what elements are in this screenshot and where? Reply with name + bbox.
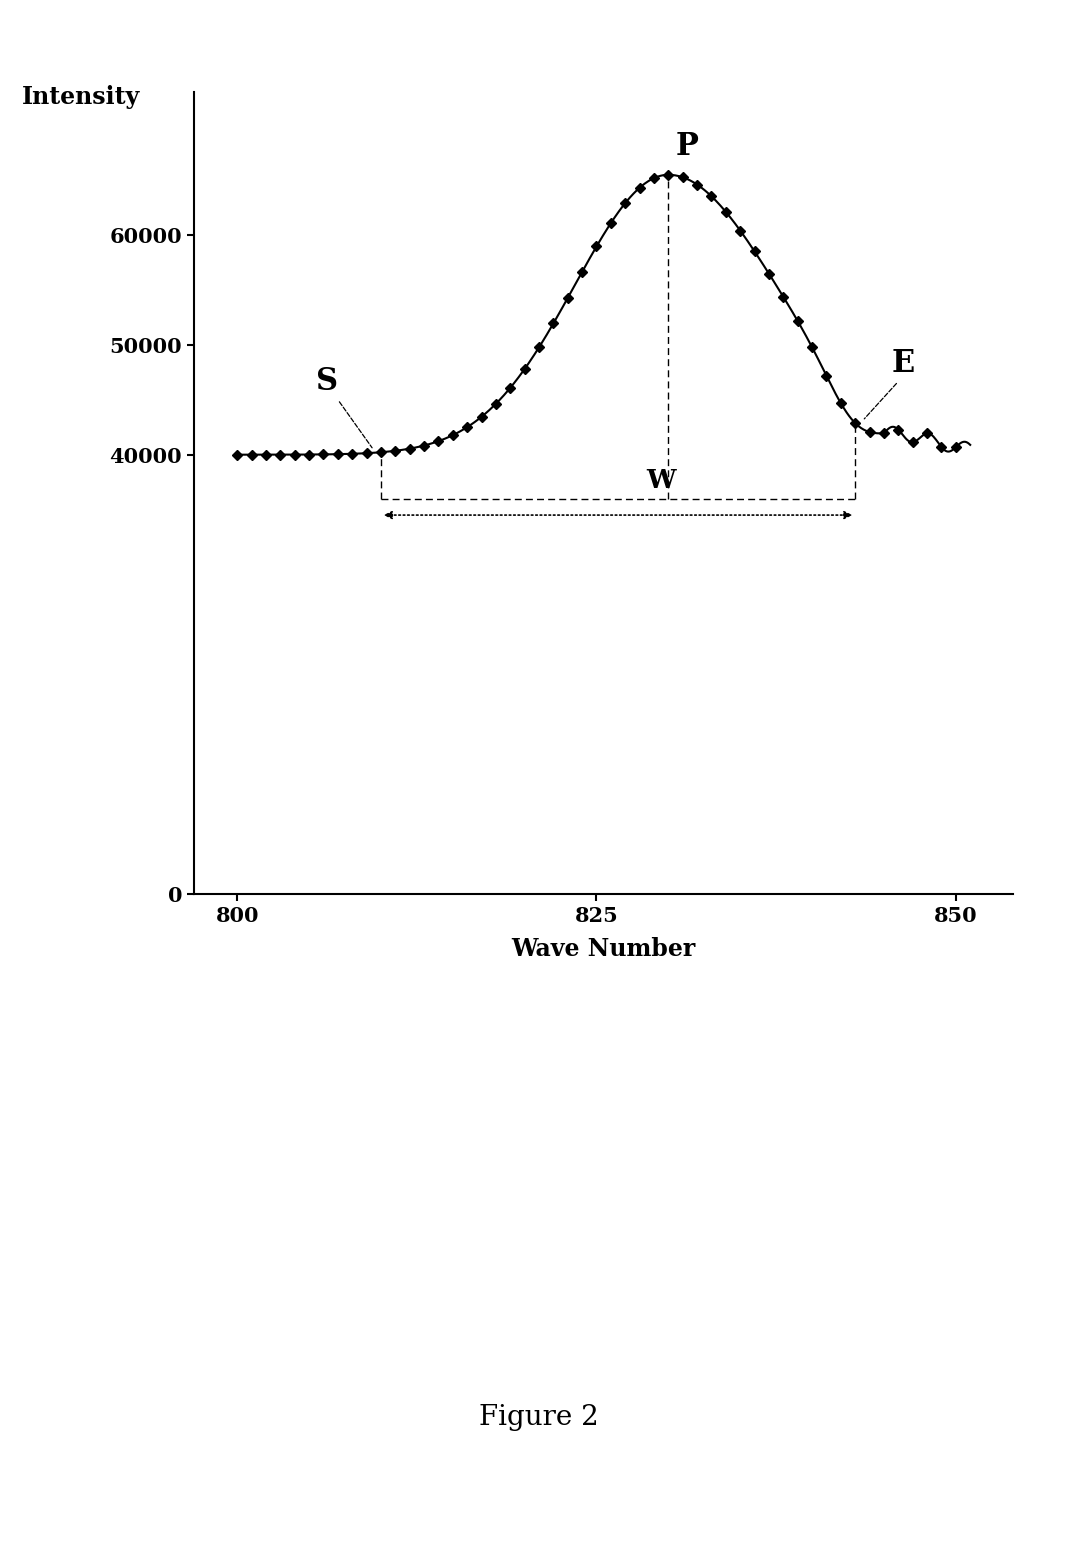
X-axis label: Wave Number: Wave Number <box>512 937 695 960</box>
Text: S: S <box>316 367 338 398</box>
Text: E: E <box>892 348 914 379</box>
Text: Figure 2: Figure 2 <box>479 1404 599 1432</box>
Text: W: W <box>647 468 676 493</box>
Text: Intensity: Intensity <box>22 85 140 109</box>
Text: P: P <box>676 131 699 162</box>
